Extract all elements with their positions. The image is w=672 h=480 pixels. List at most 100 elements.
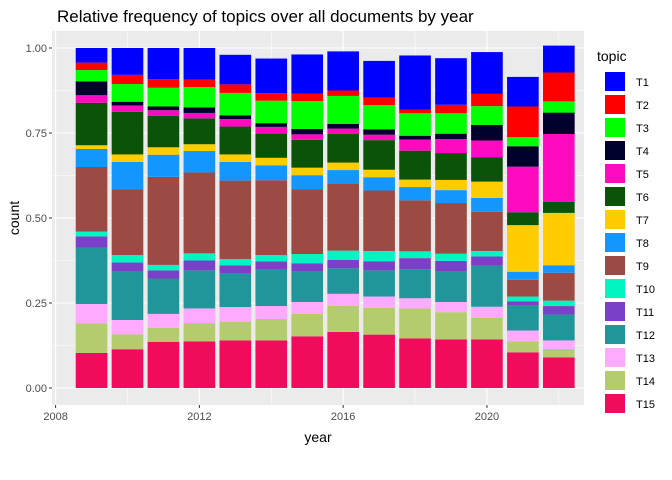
bar-segment-t9-2016 bbox=[327, 183, 359, 251]
y-tick-label: 0.50 bbox=[26, 213, 47, 225]
bar-segment-t11-2010 bbox=[111, 262, 144, 272]
bar-segment-t10-2011 bbox=[147, 264, 180, 271]
y-tick-label: 1.00 bbox=[26, 43, 47, 55]
bar-segment-t6-2010 bbox=[111, 111, 144, 155]
legend-key-t15 bbox=[605, 394, 625, 413]
bar-segment-t11-2016 bbox=[327, 259, 359, 269]
bar-segment-t14-2010 bbox=[111, 334, 144, 350]
bar-segment-t6-2019 bbox=[435, 153, 467, 180]
bar-segment-t14-2015 bbox=[291, 313, 324, 337]
bar-segment-t12-2017 bbox=[363, 270, 395, 297]
legend-key-t2 bbox=[605, 95, 625, 114]
bar-segment-t13-2017 bbox=[363, 296, 395, 308]
bar-segment-t13-2010 bbox=[111, 320, 144, 335]
legend-label-t5: T5 bbox=[636, 169, 649, 181]
bar-segment-t8-2016 bbox=[327, 170, 359, 184]
bar-segment-t13-2011 bbox=[147, 313, 180, 328]
bar-segment-t1-2014 bbox=[255, 58, 288, 94]
bar-segment-t8-2010 bbox=[111, 161, 144, 190]
bar-segment-t5-2012 bbox=[183, 112, 216, 119]
bar-segment-t13-2012 bbox=[183, 308, 216, 324]
bar-segment-t12-2015 bbox=[291, 271, 324, 302]
bar-segment-t4-2012 bbox=[183, 107, 216, 113]
bar-segment-t9-2017 bbox=[363, 190, 395, 251]
bar-segment-t8-2013 bbox=[219, 161, 252, 181]
bar-segment-t8-2022 bbox=[543, 265, 575, 273]
bar-segment-t10-2019 bbox=[435, 253, 467, 261]
bar-segment-t2-2014 bbox=[255, 93, 288, 101]
bar-segment-t15-2009 bbox=[75, 352, 108, 388]
bar-segment-t11-2012 bbox=[183, 260, 216, 271]
bar-segment-t13-2014 bbox=[255, 306, 288, 319]
bar-segment-t1-2012 bbox=[183, 48, 216, 80]
bar-segment-t1-2019 bbox=[435, 58, 467, 105]
bar-segment-t7-2020 bbox=[471, 181, 503, 198]
bar-segment-t6-2014 bbox=[255, 133, 288, 158]
bar-segment-t1-2015 bbox=[291, 54, 324, 94]
legend-key-t14 bbox=[605, 371, 625, 390]
bar-segment-t3-2013 bbox=[219, 92, 252, 116]
bar-segment-t12-2020 bbox=[471, 265, 503, 307]
bar-segment-t4-2015 bbox=[291, 128, 324, 135]
bar-segment-t1-2021 bbox=[507, 76, 539, 107]
bar-segment-t2-2012 bbox=[183, 79, 216, 88]
bar-segment-t11-2022 bbox=[543, 306, 575, 315]
bar-segment-t9-2015 bbox=[291, 189, 324, 255]
legend-key-t3 bbox=[605, 118, 625, 137]
bar-segment-t15-2010 bbox=[111, 349, 144, 388]
bar-segment-t12-2021 bbox=[507, 305, 539, 331]
x-tick-label: 2012 bbox=[187, 411, 211, 423]
bar-segment-t3-2012 bbox=[183, 87, 216, 108]
bar-segment-t14-2011 bbox=[147, 327, 180, 342]
legend-label-t15: T15 bbox=[636, 399, 655, 411]
bar-segment-t2-2016 bbox=[327, 90, 359, 96]
bar-segment-t10-2009 bbox=[75, 231, 108, 237]
bar-segment-t2-2021 bbox=[507, 106, 539, 138]
legend-label-t13: T13 bbox=[636, 353, 655, 365]
axes: 0.00 0.25 0.50 0.75 1.00 2008 2012 2016 2020 bbox=[26, 43, 500, 423]
bar-segment-t8-2018 bbox=[399, 187, 431, 201]
bar-segment-t13-2018 bbox=[399, 298, 431, 309]
legend-label-t7: T7 bbox=[636, 215, 649, 227]
bar-segment-t4-2020 bbox=[471, 124, 503, 141]
bar-segment-t9-2014 bbox=[255, 180, 288, 256]
bar-segment-t4-2009 bbox=[75, 81, 108, 96]
bar-segment-t11-2009 bbox=[75, 236, 108, 248]
bar-segment-t15-2012 bbox=[183, 341, 216, 388]
bar-segment-t4-2021 bbox=[507, 146, 539, 167]
bar-segment-t1-2013 bbox=[219, 54, 252, 85]
bar-segment-t10-2020 bbox=[471, 250, 503, 257]
legend-label-t8: T8 bbox=[636, 238, 649, 250]
bar-segment-t13-2019 bbox=[435, 301, 467, 313]
bar-segment-t8-2019 bbox=[435, 190, 467, 204]
bar-segment-t14-2016 bbox=[327, 305, 359, 332]
legend: topic T1 T2 T3 T4 T5 T6 T7 T8 T9 T10 T11 T12 T13 T14 T… bbox=[597, 48, 655, 413]
bar-segment-t14-2009 bbox=[75, 323, 108, 353]
bar-segment-t11-2014 bbox=[255, 261, 288, 270]
bar-segment-t9-2011 bbox=[147, 176, 180, 265]
x-tick-label: 2008 bbox=[43, 411, 67, 423]
bar-segment-t14-2018 bbox=[399, 308, 431, 339]
bar-segment-t9-2012 bbox=[183, 172, 216, 254]
bar-segment-t12-2013 bbox=[219, 273, 252, 308]
chart-title: Relative frequency of topics over all do… bbox=[57, 7, 474, 26]
bar-segment-t2-2013 bbox=[219, 84, 252, 93]
bar-segment-t1-2010 bbox=[111, 48, 144, 75]
bar-segment-t9-2018 bbox=[399, 200, 431, 252]
legend-key-t6 bbox=[605, 187, 625, 206]
bar-segment-t2-2017 bbox=[363, 97, 395, 106]
bar-segment-t4-2013 bbox=[219, 115, 252, 120]
bar-segment-t9-2022 bbox=[543, 272, 575, 301]
x-tick-label: 2016 bbox=[331, 411, 355, 423]
legend-key-t5 bbox=[605, 164, 625, 183]
bar-segment-t10-2012 bbox=[183, 253, 216, 261]
bar-segment-t11-2019 bbox=[435, 260, 467, 272]
bar-segment-t12-2010 bbox=[111, 271, 144, 320]
bar-segment-t13-2021 bbox=[507, 330, 539, 342]
bar-segment-t14-2021 bbox=[507, 341, 539, 353]
bar-segment-t15-2022 bbox=[543, 357, 575, 388]
bar-segment-t2-2018 bbox=[399, 109, 431, 114]
legend-key-t12 bbox=[605, 325, 625, 344]
legend-label-t10: T10 bbox=[636, 284, 655, 296]
bar-segment-t6-2017 bbox=[363, 140, 395, 170]
